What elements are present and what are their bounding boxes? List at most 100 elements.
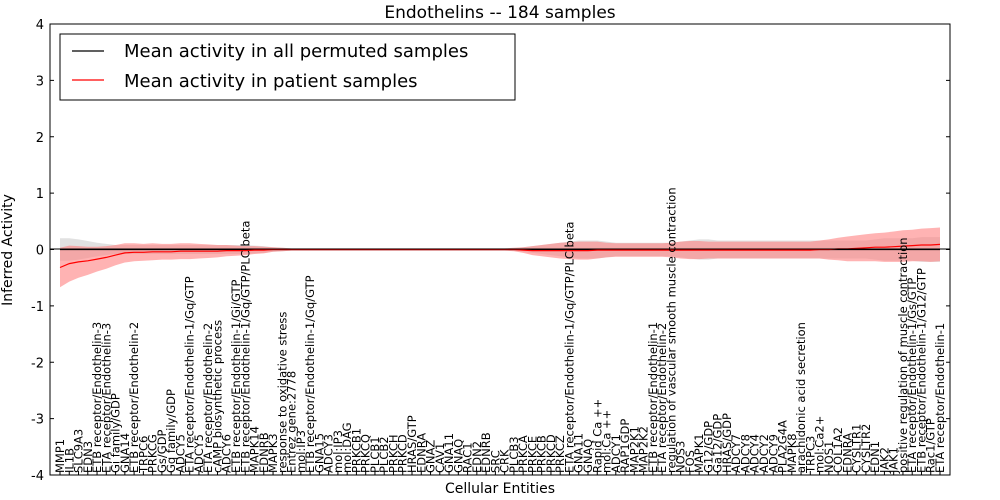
- x-tick-label: MMP1: [53, 439, 67, 473]
- x-tick-label: Gs/GDP: [155, 429, 169, 473]
- x-tick-label: ETA receptor/Endothelin-3: [99, 323, 113, 473]
- x-tick-label: SRC: [488, 450, 502, 473]
- x-tick-label: ETB receptor/Endothelin-1/Gi/GTP: [229, 279, 243, 473]
- x-tick-label: ADCY5: [192, 434, 206, 473]
- x-tick-label: SLC9A3: [72, 429, 86, 473]
- x-tick-label: arachidonic acid secretion: [794, 322, 808, 473]
- x-tick-label: PRKCD: [396, 434, 410, 473]
- x-tick-label: mol:DAG: [340, 422, 354, 473]
- x-tick-label: RAC1: [461, 442, 475, 473]
- chart-title: Endothelins -- 184 samples: [384, 3, 615, 23]
- x-tick-label: NOS3: [674, 441, 688, 473]
- x-tick-label: ADCY7: [729, 434, 743, 473]
- x-tick-label: ETA receptor/Endothelin-2: [201, 323, 215, 473]
- x-axis-label: Cellular Entities: [445, 481, 555, 497]
- y-tick-label: 1: [36, 187, 44, 202]
- x-tick-label: FOS: [683, 450, 697, 473]
- plot-frame: [49, 23, 951, 476]
- x-tick-label: ADCY5: [173, 434, 187, 473]
- x-tick-label: EDNRB: [479, 432, 493, 473]
- x-tick-label: ADCY3: [322, 434, 336, 473]
- x-tick-label: PRKCB: [535, 435, 549, 473]
- band-patient: [60, 227, 940, 288]
- x-tick-label: CRK: [498, 449, 512, 473]
- x-tick-label: EDNRA: [414, 433, 428, 473]
- x-tick-label: EDNRA: [840, 433, 854, 473]
- x-tick-label: MAP2K2: [637, 426, 651, 473]
- x-tick-label: CYSLTR2: [859, 424, 873, 473]
- x-tick-label: PRKCD: [544, 434, 558, 473]
- y-tick-label: 4: [36, 18, 44, 33]
- x-tick-label: GNAZ: [424, 440, 438, 473]
- x-tick-label: ETB receptor/Endothelin-1/Gq/GTP: [303, 275, 317, 473]
- x-tick-label: PLCB3: [507, 436, 521, 473]
- x-tick-label: Gq family/GDP: [164, 389, 178, 473]
- x-tick-label: PLCB2: [377, 436, 391, 473]
- x-tick-label: G12/GDP: [701, 421, 715, 473]
- x-tick-label: ADCY6: [220, 434, 234, 473]
- x-tick-label: Entrez gene:2778: [285, 371, 299, 473]
- y-tick-label: 2: [36, 131, 44, 146]
- x-tick-label: GNA15: [312, 433, 326, 473]
- legend: Mean activity in all permuted samples Me…: [59, 33, 516, 101]
- x-tick-label: TRPC3: [803, 436, 817, 474]
- x-tick-label: CYSLTR1: [850, 424, 864, 473]
- x-tick-label: mol:IP3: [331, 430, 345, 473]
- x-tick-label: ADCY2: [757, 434, 771, 473]
- x-tick-label: ETB receptor/Endothelin-1/G12/GTP: [915, 268, 929, 473]
- x-tick-label: ETA receptor/Endothelin-1/Gq/GTP/PLC bet…: [563, 222, 577, 473]
- x-tick-label: HRAS/GDP: [720, 413, 734, 473]
- x-tick-label: ADCY1: [609, 434, 623, 473]
- y-tick-label: 0: [36, 244, 44, 259]
- x-tick-label: PRKCH: [387, 434, 401, 473]
- x-tick-label: EDN2: [470, 441, 484, 473]
- y-tick-label: 3: [36, 74, 44, 89]
- x-tick-label: cAMP biosynthetic process: [211, 320, 225, 473]
- x-tick-label: COL1A2: [831, 427, 845, 473]
- x-tick-label: PRKCE: [525, 436, 539, 473]
- x-tick-label: ADCY4: [748, 434, 762, 473]
- y-tick-label: -1: [31, 300, 44, 315]
- y-tick-label: -4: [31, 469, 44, 484]
- x-tick-label: GNA11: [572, 433, 586, 473]
- x-tick-label: JAK1: [887, 447, 901, 474]
- y-axis-label: Inferred Activity: [0, 194, 16, 306]
- x-tick-label: mol:Ca2+: [813, 416, 827, 473]
- x-tick-label: ETB receptor/Endothelin-1: [646, 322, 660, 473]
- x-tick-label: PLCB1: [368, 436, 382, 473]
- x-tick-label: PRKCA: [516, 435, 530, 473]
- legend-label-patient: Mean activity in patient samples: [124, 71, 418, 92]
- x-tick-label: MAPK1: [692, 433, 706, 473]
- x-tick-label: ETB receptor/Endothelin-2: [127, 322, 141, 473]
- x-tick-label: MAPK8: [785, 433, 799, 473]
- x-tick-label: PLA2G4A: [776, 420, 790, 473]
- y-tick-label: -3: [31, 413, 44, 428]
- x-tick-label: MAPK14: [248, 426, 262, 473]
- x-tick-label: PRKCG: [146, 434, 160, 473]
- x-tick-label: GNAQ: [581, 439, 595, 473]
- x-tick-label: regulation of vascular smooth muscle con…: [664, 187, 678, 473]
- x-tick-label: ETA receptor/Endothelin-1: [933, 323, 947, 473]
- x-tick-label: HRAS/GTP: [405, 415, 419, 473]
- x-tick-label: MAP2K1: [627, 426, 641, 473]
- x-tick-label: RAP1GDP: [618, 419, 632, 473]
- x-tick-label: EDN3: [81, 441, 95, 473]
- x-tick-label: ADCY9: [766, 434, 780, 473]
- y-axis: -4 -3 -2 -1 0 1 2 3 4: [31, 18, 950, 484]
- x-tick-label: IL1B: [62, 448, 76, 473]
- legend-label-permuted: Mean activity in all permuted samples: [124, 41, 468, 62]
- y-tick-label: -2: [31, 356, 44, 371]
- x-tick-label: Ga12/GDP: [711, 414, 725, 473]
- x-tick-label: ADCY8: [739, 434, 753, 473]
- x-tick-label: mol:IP3: [294, 430, 308, 473]
- x-tick-label: MAPK3: [266, 433, 280, 473]
- legend-box: [59, 33, 516, 101]
- x-tick-label: Gi family/GDP: [109, 393, 123, 473]
- x-tick-label: JAK2: [877, 447, 891, 474]
- x-tick-label: NOS1: [822, 441, 836, 473]
- x-tick-label: Rapid Ca ++: [590, 399, 604, 473]
- x-tick-label: ETA receptor/Endothelin-2: [655, 323, 669, 473]
- x-tick-label: GNA14: [118, 433, 132, 473]
- x-tick-label: ETA receptor/Endothelin-1/Gs/GTP: [905, 278, 919, 473]
